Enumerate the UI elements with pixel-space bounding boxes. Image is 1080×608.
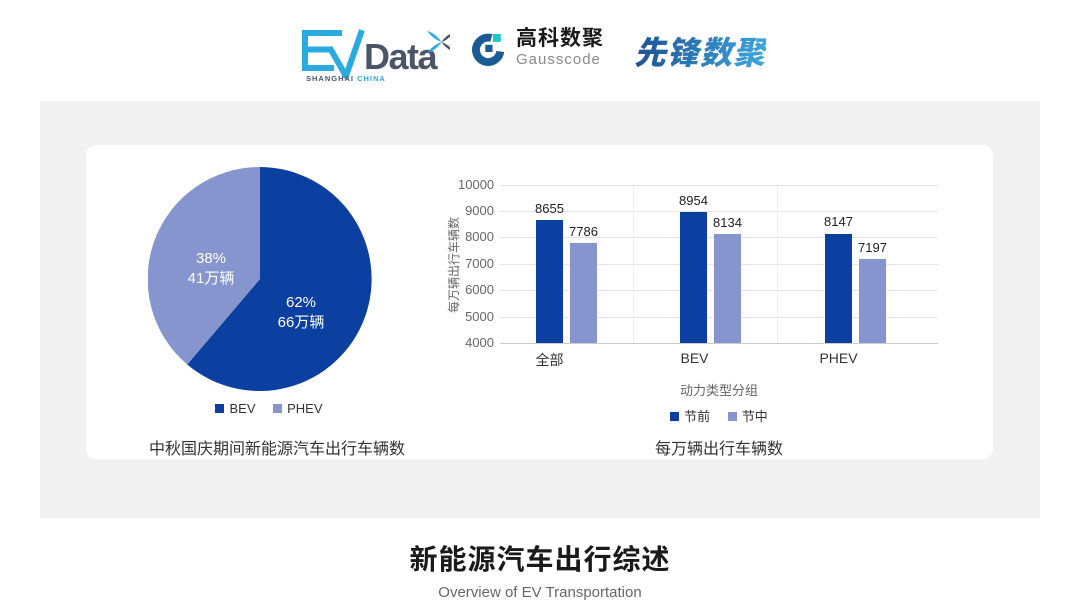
svg-text:SHANGHAI CHINA: SHANGHAI CHINA: [306, 74, 386, 83]
svg-text:38%: 38%: [196, 250, 226, 267]
svg-text:41万辆: 41万辆: [188, 270, 235, 287]
svg-text:62%: 62%: [286, 294, 316, 311]
svg-text:66万辆: 66万辆: [278, 314, 325, 331]
svg-text:Data: Data: [364, 36, 439, 77]
